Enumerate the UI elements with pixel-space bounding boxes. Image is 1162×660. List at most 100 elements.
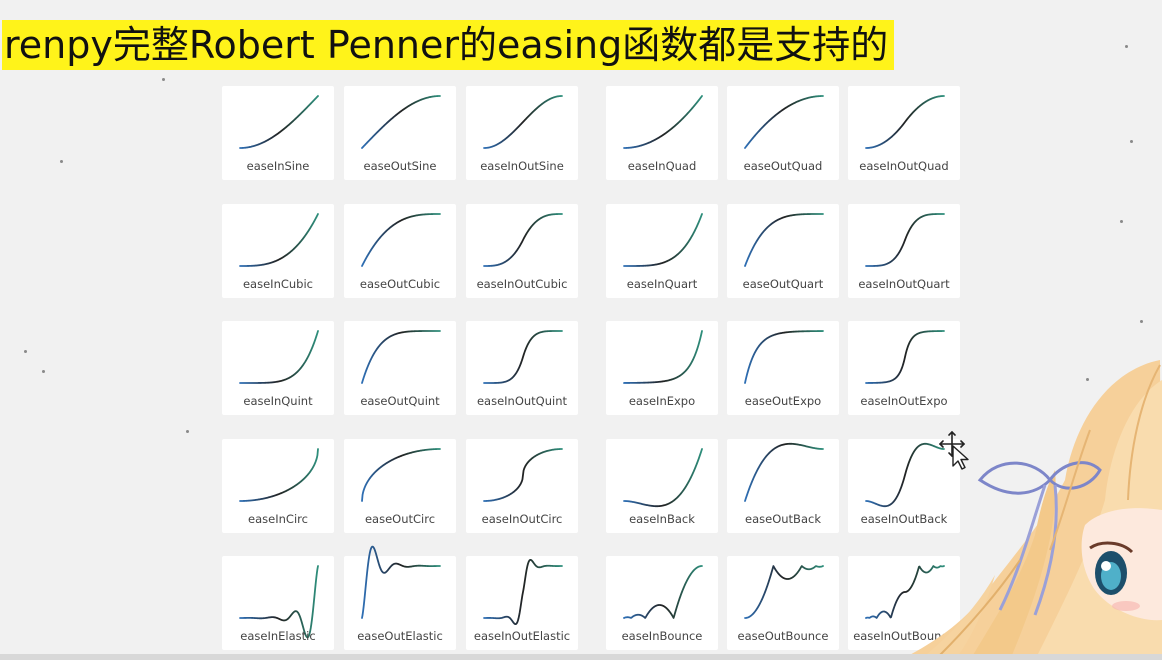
- easing-curve-easeInOutElastic: [483, 558, 563, 626]
- easing-label: easeInOutQuart: [858, 277, 950, 291]
- easing-path-easeInOutExpo: [865, 330, 945, 384]
- easing-label: easeOutCubic: [359, 277, 441, 291]
- easing-path-easeInOutCubic: [483, 213, 563, 267]
- easing-path-easeOutCirc: [361, 448, 441, 502]
- easing-curve-easeInElastic: [239, 565, 319, 639]
- easing-path-easeInOutQuint: [483, 330, 563, 384]
- easing-card-easeInQuart: easeInQuart: [606, 204, 718, 298]
- background-speck: [1086, 378, 1089, 381]
- easing-curve-easeInCubic: [239, 213, 319, 267]
- easing-card-easeInBounce: easeInBounce: [606, 556, 718, 650]
- easing-label: easeOutBounce: [737, 629, 829, 643]
- background-speck: [60, 160, 63, 163]
- easing-path-easeOutBounce: [744, 565, 824, 619]
- easing-label: easeInOutCubic: [476, 277, 568, 291]
- easing-label: easeOutSine: [363, 159, 437, 173]
- easing-card-easeInQuad: easeInQuad: [606, 86, 718, 180]
- easing-curve-easeInOutBounce: [865, 565, 945, 619]
- move-cursor-icon: [938, 430, 969, 470]
- easing-card-easeInElastic: easeInElastic: [222, 556, 334, 650]
- easing-card-easeInOutQuint: easeInOutQuint: [466, 321, 578, 415]
- easing-card-easeInOutCubic: easeInOutCubic: [466, 204, 578, 298]
- background-speck: [162, 78, 165, 81]
- easing-label: easeInOutQuad: [859, 159, 949, 173]
- easing-curve-easeInBack: [623, 448, 703, 508]
- easing-label: easeOutQuad: [743, 159, 823, 173]
- easing-label: easeOutBack: [745, 512, 821, 526]
- easing-path-easeOutExpo: [744, 330, 824, 384]
- easing-path-easeInCubic: [239, 213, 319, 267]
- easing-card-easeInOutBack: easeInOutBack: [848, 439, 960, 533]
- easing-label: easeOutQuint: [360, 394, 440, 408]
- easing-label: easeInExpo: [628, 394, 696, 408]
- background-speck: [42, 370, 45, 373]
- easing-card-easeOutQuart: easeOutQuart: [727, 204, 839, 298]
- easing-curve-easeInCirc: [239, 448, 319, 502]
- easing-label: easeInQuint: [243, 394, 313, 408]
- easing-card-easeInOutQuad: easeInOutQuad: [848, 86, 960, 180]
- easing-label: easeInSine: [246, 159, 310, 173]
- background-speck: [1130, 140, 1133, 143]
- easing-label: easeInOutElastic: [473, 629, 571, 643]
- easing-label: easeInOutExpo: [860, 394, 948, 408]
- easing-label: easeInCirc: [248, 512, 308, 526]
- easing-path-easeInOutBack: [865, 442, 945, 508]
- easing-card-easeInCirc: easeInCirc: [222, 439, 334, 533]
- easing-card-easeOutElastic: easeOutElastic: [344, 545, 456, 650]
- easing-card-easeInCubic: easeInCubic: [222, 204, 334, 298]
- easing-card-easeInOutBounce: easeInOutBounce: [848, 556, 960, 650]
- easing-curve-easeInQuint: [239, 330, 319, 384]
- easing-label: easeInOutSine: [480, 159, 564, 173]
- easing-card-easeOutBack: easeOutBack: [727, 439, 839, 533]
- easing-card-easeOutQuint: easeOutQuint: [344, 321, 456, 415]
- easing-path-easeInOutQuad: [865, 95, 945, 149]
- easing-curve-easeInQuad: [623, 95, 703, 149]
- easing-label: easeInBack: [629, 512, 695, 526]
- easing-card-easeInBack: easeInBack: [606, 439, 718, 533]
- easing-path-easeInOutElastic: [483, 558, 563, 626]
- easing-card-easeInOutExpo: easeInOutExpo: [848, 321, 960, 415]
- easing-label: easeInOutCirc: [481, 512, 563, 526]
- easing-card-easeInSine: easeInSine: [222, 86, 334, 180]
- easing-card-easeOutExpo: easeOutExpo: [727, 321, 839, 415]
- easing-path-easeOutQuart: [744, 213, 824, 267]
- easing-label: easeOutElastic: [357, 629, 443, 643]
- easing-card-easeInExpo: easeInExpo: [606, 321, 718, 415]
- easing-label: easeInQuad: [627, 159, 697, 173]
- easing-card-easeOutQuad: easeOutQuad: [727, 86, 839, 180]
- easing-path-easeOutBack: [744, 442, 824, 502]
- easing-path-easeInSine: [239, 95, 319, 149]
- easing-curve-easeOutBack: [744, 442, 824, 502]
- easing-curve-easeInBounce: [623, 565, 703, 619]
- easing-card-easeOutSine: easeOutSine: [344, 86, 456, 180]
- easing-curve-easeInOutQuint: [483, 330, 563, 384]
- background-speck: [1140, 320, 1143, 323]
- background-speck: [1125, 45, 1128, 48]
- easing-card-easeOutCirc: easeOutCirc: [344, 439, 456, 533]
- easing-label: easeInBounce: [621, 629, 703, 643]
- easing-path-easeInQuad: [623, 95, 703, 149]
- easing-curve-easeOutBounce: [744, 565, 824, 619]
- easing-path-easeInOutQuart: [865, 213, 945, 267]
- easing-label: easeInOutQuint: [476, 394, 568, 408]
- easing-label: easeOutCirc: [364, 512, 436, 526]
- easing-curve-easeInOutExpo: [865, 330, 945, 384]
- easing-path-easeInExpo: [623, 330, 703, 384]
- easing-curve-easeInOutCubic: [483, 213, 563, 267]
- easing-path-easeOutElastic: [361, 545, 441, 619]
- easing-card-easeInOutQuart: easeInOutQuart: [848, 204, 960, 298]
- easing-path-easeInOutBounce: [865, 565, 945, 619]
- easing-curve-easeOutQuad: [744, 95, 824, 149]
- easing-card-easeOutBounce: easeOutBounce: [727, 556, 839, 650]
- easing-label: easeInCubic: [242, 277, 313, 291]
- easing-card-easeOutCubic: easeOutCubic: [344, 204, 456, 298]
- easing-card-easeInOutSine: easeInOutSine: [466, 86, 578, 180]
- anime-girl-mascot: [900, 360, 1162, 660]
- easing-card-easeInQuint: easeInQuint: [222, 321, 334, 415]
- easing-path-easeInQuart: [623, 213, 703, 267]
- bottom-scroll-bar: [0, 654, 1162, 660]
- easing-label: easeInOutBounce: [853, 629, 955, 643]
- easing-label: easeOutQuart: [742, 277, 824, 291]
- easing-curve-easeOutExpo: [744, 330, 824, 384]
